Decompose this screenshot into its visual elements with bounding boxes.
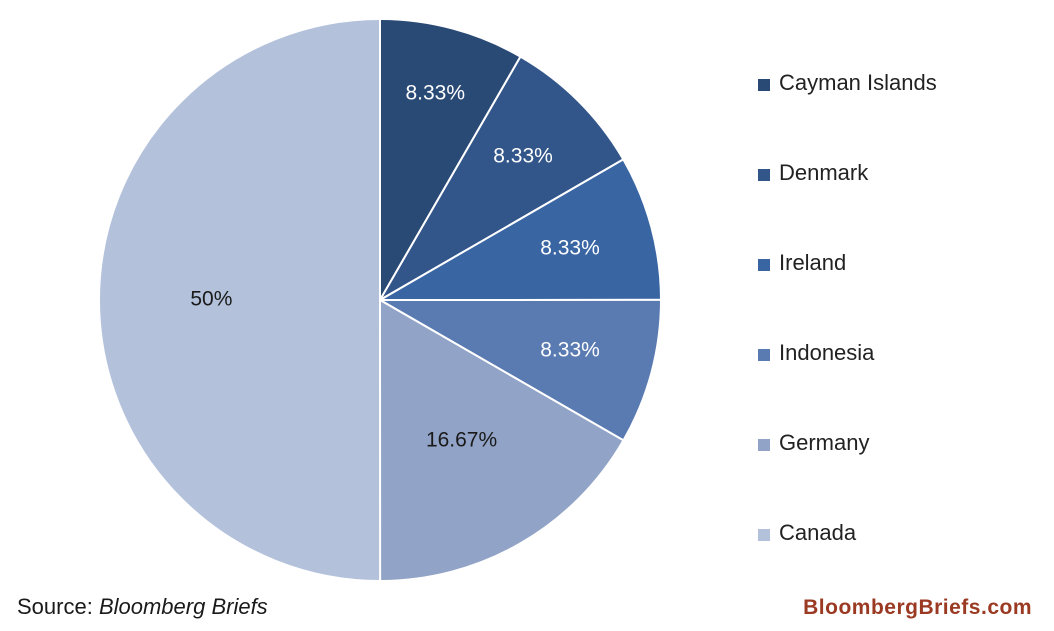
pie-slice-ireland bbox=[379, 158, 662, 301]
legend-item-ireland: Ireland bbox=[758, 246, 1048, 336]
slice-label-cayman-islands: 8.33% bbox=[405, 81, 465, 104]
legend-swatch bbox=[758, 529, 770, 541]
pie-slice-germany bbox=[379, 299, 625, 582]
pie-slice-cayman-islands bbox=[379, 18, 522, 301]
source-note: Source: Bloomberg Briefs bbox=[17, 594, 268, 620]
slice-label-ireland: 8.33% bbox=[540, 237, 600, 260]
legend-item-cayman-islands: Cayman Islands bbox=[758, 66, 1048, 156]
legend-swatch bbox=[758, 259, 770, 271]
legend-swatch bbox=[758, 439, 770, 451]
legend-swatch bbox=[758, 169, 770, 181]
source-prefix: Source: bbox=[17, 594, 99, 619]
slice-label-germany: 16.67% bbox=[426, 429, 497, 452]
pie-slice-canada bbox=[98, 18, 382, 582]
legend-label: Denmark bbox=[779, 160, 869, 185]
legend-label: Cayman Islands bbox=[779, 70, 937, 95]
brand-logo: BloombergBriefs.com bbox=[803, 596, 1032, 619]
legend-item-germany: Germany bbox=[758, 426, 1048, 516]
legend-label: Indonesia bbox=[779, 340, 875, 365]
pie-slice-indonesia bbox=[379, 298, 663, 442]
slice-label-canada: 50% bbox=[190, 288, 232, 311]
source-name: Bloomberg Briefs bbox=[98, 594, 268, 619]
legend: Cayman Islands Denmark Ireland Indonesia… bbox=[758, 66, 1048, 606]
slice-label-indonesia: 8.33% bbox=[540, 338, 600, 361]
legend-label: Ireland bbox=[779, 250, 847, 275]
legend-swatch bbox=[758, 79, 770, 91]
legend-item-canada: Canada bbox=[758, 516, 1048, 606]
legend-label: Canada bbox=[779, 520, 857, 545]
legend-swatch bbox=[758, 349, 770, 361]
legend-label: Germany bbox=[779, 430, 870, 455]
slice-label-denmark: 8.33% bbox=[493, 144, 553, 167]
pie-chart: 8.33% 8.33% 8.33% 8.33% 16.67% 50% bbox=[98, 18, 663, 582]
legend-item-indonesia: Indonesia bbox=[758, 336, 1048, 426]
pie-slice-denmark bbox=[379, 55, 625, 301]
legend-item-denmark: Denmark bbox=[758, 156, 1048, 246]
